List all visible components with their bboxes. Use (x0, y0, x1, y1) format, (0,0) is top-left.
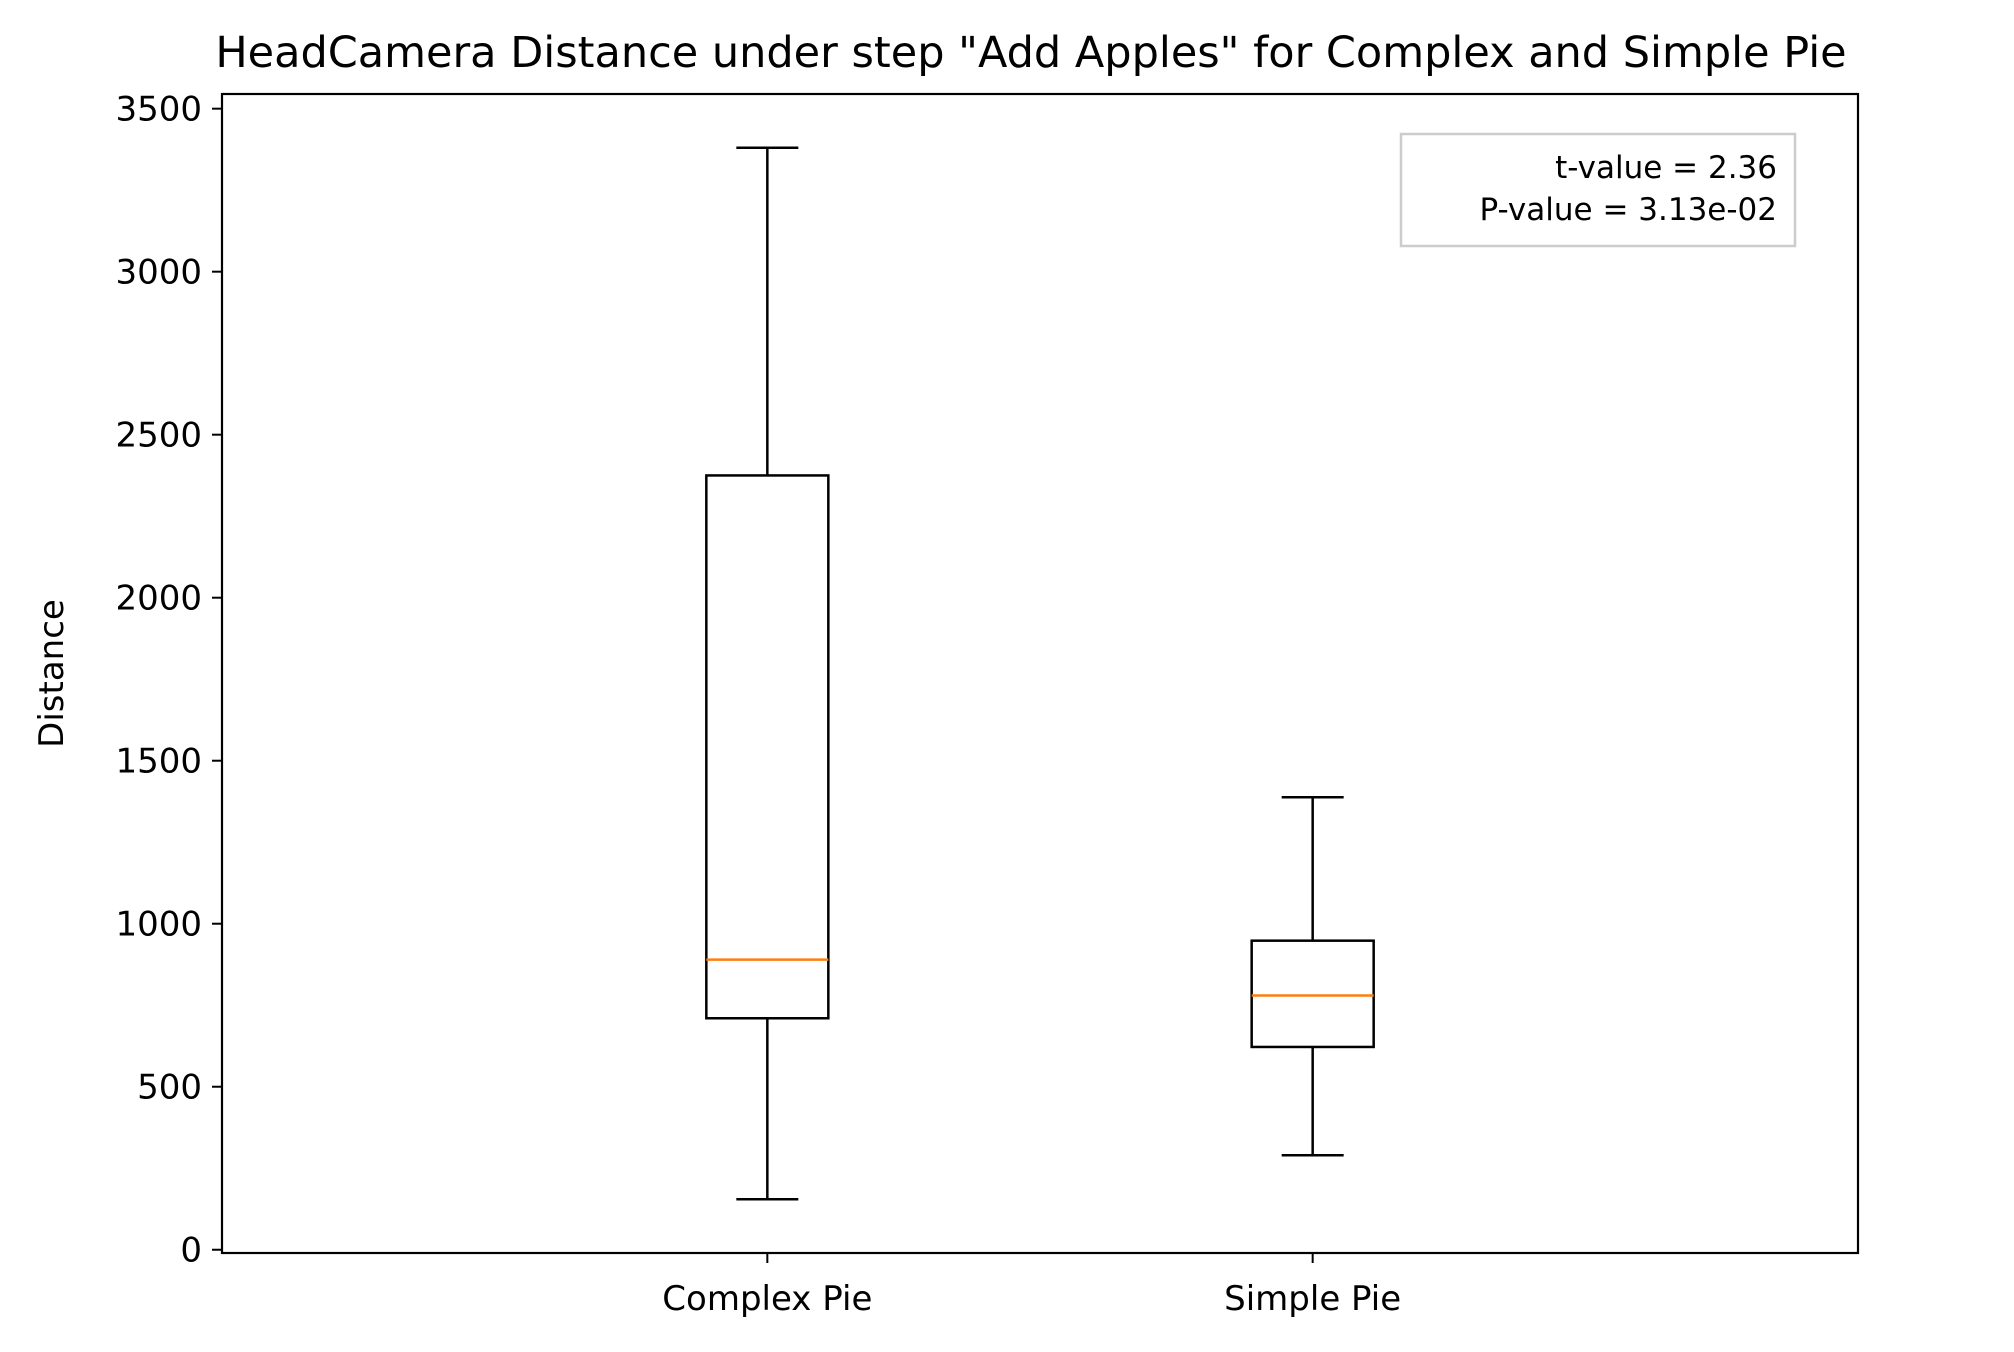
y-tick-label: 2500 (115, 416, 202, 456)
p-value-text: P-value = 3.13e-02 (1480, 192, 1777, 228)
box-group (1250, 795, 1375, 1157)
y-tick-label: 2000 (115, 579, 202, 619)
axes-frame (220, 92, 1860, 1255)
plot-area: 0 500 1000 1500 2000 2500 3000 3500 Complex Pie S… (115, 90, 1860, 1319)
stats-annotation-border (1399, 132, 1797, 248)
iqr-box (705, 474, 830, 1020)
y-tick-label: 3000 (115, 253, 202, 293)
t-value-text: t-value = 2.36 (1555, 150, 1777, 186)
stats-annotation: t-value = 2.36 P-value = 3.13e-02 (1399, 132, 1797, 248)
x-tick-label: Complex Pie (662, 1279, 872, 1319)
chart-title: HeadCamera Distance under step "Add Appl… (215, 28, 1846, 78)
y-tick-label: 0 (180, 1231, 202, 1271)
y-axis-label: Distance (32, 599, 72, 748)
y-tick-label: 1000 (115, 905, 202, 945)
box-group (705, 146, 830, 1201)
y-tick-label: 500 (137, 1068, 202, 1108)
x-tick-label: Simple Pie (1224, 1279, 1401, 1319)
iqr-box (1250, 939, 1375, 1049)
y-tick-label: 1500 (115, 742, 202, 782)
y-tick-label: 3500 (115, 90, 202, 130)
